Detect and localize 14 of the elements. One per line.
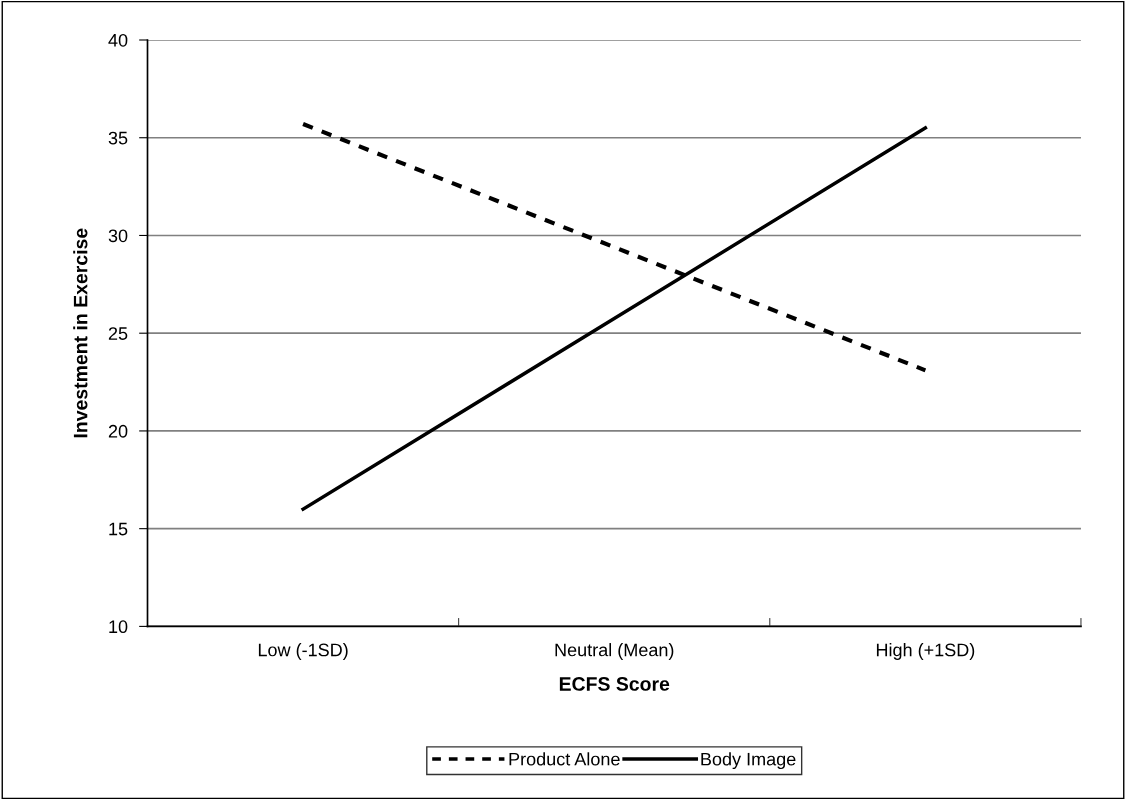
- legend-label: Body Image: [701, 752, 796, 770]
- y-tick-label: 15: [109, 522, 128, 536]
- x-tick-label: High (+1SD): [876, 643, 975, 660]
- legend-label: Product Alone: [509, 752, 620, 766]
- y-tick-label: 35: [108, 131, 128, 145]
- y-tick-label: 40: [108, 33, 128, 47]
- y-tick-label: 25: [108, 327, 128, 340]
- y-tick-label: 20: [108, 424, 128, 438]
- x-tick-label: Neutral (Mean): [555, 643, 674, 660]
- x-tick-label: Low (-1SD): [258, 643, 348, 660]
- y-axis-title: Investment in Exercise: [73, 228, 88, 438]
- x-axis-title: ECFS Score: [559, 677, 670, 691]
- y-tick-label: 30: [108, 229, 128, 243]
- y-tick-label: 10: [109, 620, 128, 634]
